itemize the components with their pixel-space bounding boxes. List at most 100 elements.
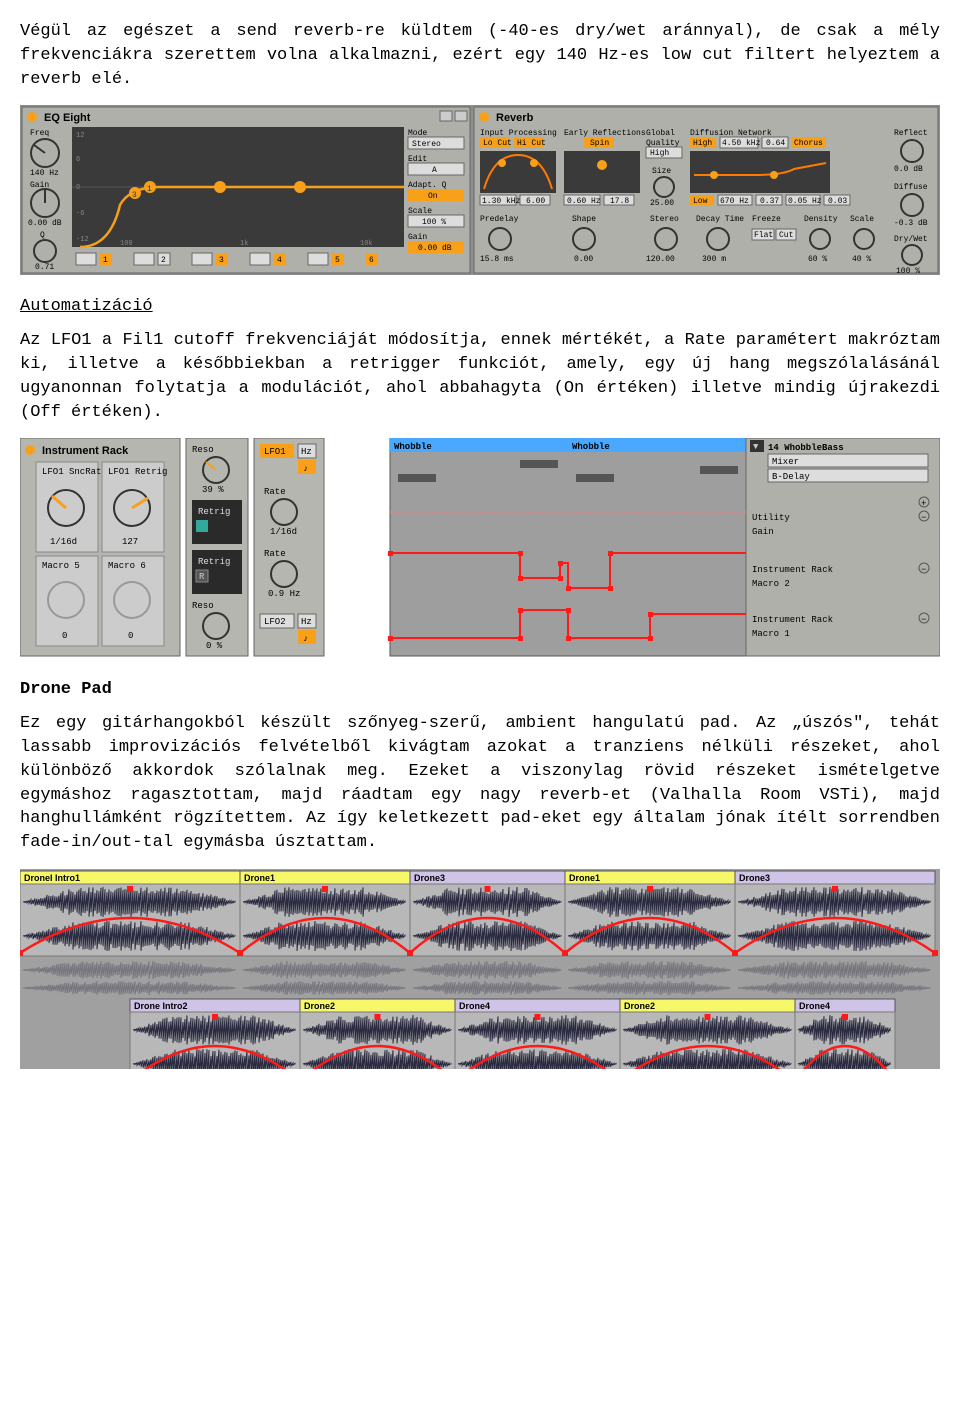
svg-text:0.00 dB: 0.00 dB (418, 244, 452, 253)
svg-text:0: 0 (76, 184, 80, 192)
svg-text:Shape: Shape (572, 215, 596, 224)
svg-text:3: 3 (132, 191, 137, 200)
svg-text:Macro 6: Macro 6 (108, 561, 146, 571)
svg-text:Freeze: Freeze (752, 215, 781, 224)
svg-text:0.03: 0.03 (828, 197, 847, 206)
svg-text:25.00: 25.00 (650, 199, 674, 208)
svg-text:Reverb: Reverb (496, 112, 534, 124)
svg-text:-12: -12 (76, 236, 89, 244)
svg-text:Stereo: Stereo (650, 215, 679, 224)
svg-text:Drone4: Drone4 (459, 1001, 490, 1011)
svg-text:670 Hz: 670 Hz (720, 197, 749, 206)
svg-text:40 %: 40 % (852, 255, 871, 264)
svg-text:0 %: 0 % (206, 641, 223, 651)
svg-text:1: 1 (103, 256, 108, 265)
svg-text:14 WhobbleBass: 14 WhobbleBass (768, 443, 844, 453)
svg-text:17.8: 17.8 (610, 197, 629, 206)
svg-text:Drone1: Drone1 (244, 873, 275, 883)
svg-text:Q: Q (40, 231, 45, 240)
svg-text:Global: Global (646, 129, 675, 138)
svg-text:127: 127 (122, 537, 138, 547)
svg-text:−: − (921, 513, 926, 523)
svg-text:Reso: Reso (192, 601, 214, 611)
svg-text:1/16d: 1/16d (50, 537, 77, 547)
svg-text:120.00: 120.00 (646, 255, 675, 264)
svg-text:15.8 ms: 15.8 ms (480, 255, 514, 264)
svg-text:0.37: 0.37 (760, 197, 779, 206)
svg-text:Drone3: Drone3 (414, 873, 445, 883)
svg-text:60 %: 60 % (808, 255, 827, 264)
svg-text:−: − (921, 615, 926, 625)
eq-reverb-figure: EQ Eight Freq 140 Hz Gain 0.00 dB Q 0.71… (20, 105, 940, 275)
svg-text:Early Reflections: Early Reflections (564, 129, 646, 138)
svg-text:0.60 Hz: 0.60 Hz (567, 197, 601, 206)
svg-text:Rate: Rate (264, 487, 286, 497)
svg-text:LFO2: LFO2 (264, 617, 286, 627)
svg-text:0: 0 (128, 631, 133, 641)
svg-text:Macro 1: Macro 1 (752, 629, 790, 639)
svg-text:High: High (650, 149, 669, 158)
svg-text:▼: ▼ (753, 442, 759, 452)
svg-text:Drone4: Drone4 (799, 1001, 830, 1011)
svg-text:100 %: 100 % (896, 267, 920, 275)
svg-text:Instrument Rack: Instrument Rack (752, 615, 833, 625)
svg-text:R: R (199, 572, 205, 582)
eq-title: EQ Eight (44, 112, 91, 124)
svg-text:DroneI Intro1: DroneI Intro1 (24, 873, 80, 883)
svg-text:Whobble: Whobble (394, 442, 432, 452)
svg-text:Rate: Rate (264, 549, 286, 559)
svg-text:6: 6 (76, 156, 80, 164)
rack-arrangement-figure: Instrument Rack LFO1 SncRate 1/16d LFO1 … (20, 438, 940, 658)
svg-text:0.9 Hz: 0.9 Hz (268, 589, 300, 599)
svg-text:Retrig: Retrig (198, 557, 230, 567)
svg-text:Freq: Freq (30, 129, 49, 138)
svg-text:100 %: 100 % (422, 218, 446, 227)
svg-text:1/16d: 1/16d (270, 527, 297, 537)
svg-text:0.05 Hz: 0.05 Hz (788, 197, 822, 206)
svg-text:+: + (921, 499, 926, 509)
drone-text: Ez egy gitárhangokból készült szőnyeg-sz… (20, 712, 940, 855)
svg-text:Stereo: Stereo (412, 140, 441, 149)
svg-text:2: 2 (161, 256, 166, 265)
svg-text:A: A (432, 166, 437, 175)
svg-text:Lo Cut: Lo Cut (483, 139, 512, 148)
svg-text:Hz: Hz (301, 447, 312, 457)
svg-text:0.64: 0.64 (766, 139, 785, 148)
svg-text:−: − (921, 565, 926, 575)
svg-text:Hi Cut: Hi Cut (517, 139, 546, 148)
svg-text:Reso: Reso (192, 445, 214, 455)
svg-text:6: 6 (369, 256, 374, 265)
svg-text:39 %: 39 % (202, 485, 224, 495)
svg-text:0.00 dB: 0.00 dB (28, 219, 62, 228)
svg-text:6.00: 6.00 (526, 197, 545, 206)
intro-text: Végül az egészet a send reverb-re küldte… (20, 20, 940, 91)
svg-text:Density: Density (804, 215, 838, 224)
svg-text:On: On (428, 192, 438, 201)
svg-text:Instrument Rack: Instrument Rack (42, 445, 129, 457)
svg-text:Macro 2: Macro 2 (752, 579, 790, 589)
svg-text:LFO1: LFO1 (264, 447, 286, 457)
svg-text:Dry/Wet: Dry/Wet (894, 235, 928, 244)
svg-text:0.0 dB: 0.0 dB (894, 165, 923, 174)
svg-text:Gain: Gain (408, 233, 427, 242)
svg-text:Adapt. Q: Adapt. Q (408, 181, 447, 190)
svg-text:Drone3: Drone3 (739, 873, 770, 883)
svg-text:140 Hz: 140 Hz (30, 169, 59, 178)
svg-text:0.71: 0.71 (35, 263, 54, 272)
svg-text:0.00: 0.00 (574, 255, 593, 264)
svg-text:Cut: Cut (779, 231, 793, 240)
svg-text:LFO1 Retrig: LFO1 Retrig (108, 467, 167, 477)
svg-text:♪: ♪ (303, 634, 308, 644)
svg-text:Mixer: Mixer (772, 457, 799, 467)
svg-text:Retrig: Retrig (198, 507, 230, 517)
svg-text:Drone Intro2: Drone Intro2 (134, 1001, 188, 1011)
svg-text:Gain: Gain (752, 527, 774, 537)
svg-text:Chorus: Chorus (794, 139, 823, 148)
svg-text:High: High (693, 139, 712, 148)
svg-text:Whobble: Whobble (572, 442, 610, 452)
svg-text:♪: ♪ (303, 464, 308, 474)
svg-text:Drone1: Drone1 (569, 873, 600, 883)
svg-text:12: 12 (76, 132, 84, 140)
auto-title: Automatizáció (20, 297, 153, 316)
svg-text:Drone2: Drone2 (624, 1001, 655, 1011)
